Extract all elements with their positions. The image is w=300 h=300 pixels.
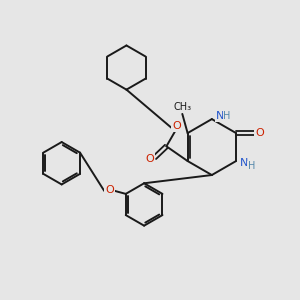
Text: H: H — [248, 161, 255, 171]
Text: N: N — [240, 158, 248, 167]
Text: CH₃: CH₃ — [173, 103, 191, 112]
Text: N: N — [216, 111, 224, 121]
Text: O: O — [172, 121, 181, 131]
Text: H: H — [224, 111, 231, 121]
Text: O: O — [145, 154, 154, 164]
Text: O: O — [255, 128, 264, 138]
Text: O: O — [105, 185, 114, 195]
